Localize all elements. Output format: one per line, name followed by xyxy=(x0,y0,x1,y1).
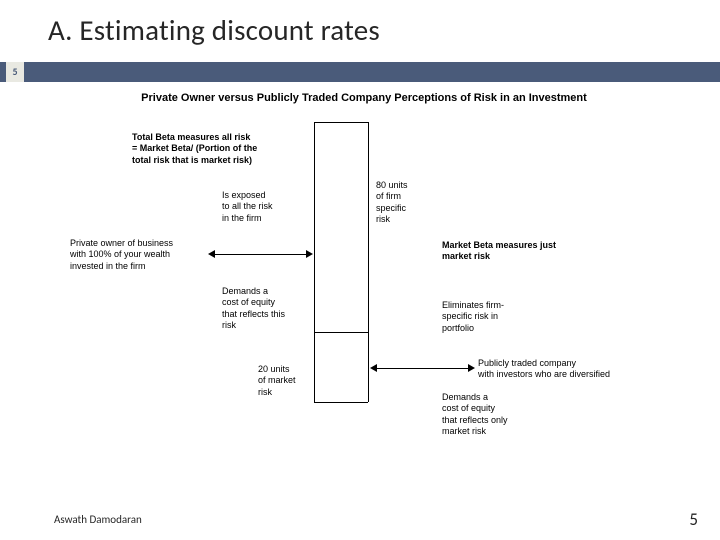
footer-author: Aswath Damodaran xyxy=(54,513,142,526)
public-company-label: Publicly traded company with investors w… xyxy=(478,358,658,381)
arrow-left-head-1 xyxy=(208,250,215,258)
arrow-right-head-1 xyxy=(306,250,313,258)
arrow-line-right xyxy=(376,368,470,369)
page-number: 5 xyxy=(689,509,698,530)
demands-market-risk: Demands a cost of equity that reflects o… xyxy=(442,392,537,437)
risk-bar-top xyxy=(314,122,368,123)
exposed-all-risk: Is exposed to all the risk in the firm xyxy=(222,190,292,224)
slide-title: A. Estimating discount rates xyxy=(48,12,720,48)
risk-bar-split xyxy=(314,332,368,333)
risk-bar-left xyxy=(314,122,315,402)
private-owner-label: Private owner of business with 100% of y… xyxy=(70,238,215,272)
arrow-line-left xyxy=(214,254,308,255)
risk-bar-bottom xyxy=(314,402,368,403)
market-beta-def: Market Beta measures just market risk xyxy=(442,240,602,263)
market-risk-units-label: 20 units of market risk xyxy=(258,364,313,398)
band-number: 5 xyxy=(6,62,24,82)
arrow-right-head-2 xyxy=(468,364,475,372)
accent-band xyxy=(0,62,720,82)
firm-specific-risk-label: 80 units of firm specific risk xyxy=(376,180,431,225)
risk-diagram: Private Owner versus Publicly Traded Com… xyxy=(44,86,684,486)
arrow-left-head-2 xyxy=(370,364,377,372)
risk-bar-right xyxy=(368,122,369,402)
total-beta-def: Total Beta measures all risk = Market Be… xyxy=(132,132,287,166)
diagram-title: Private Owner versus Publicly Traded Com… xyxy=(44,92,684,104)
eliminates-label: Eliminates firm- specific risk in portfo… xyxy=(442,300,532,334)
demands-total-risk: Demands a cost of equity that reflects t… xyxy=(222,286,302,331)
